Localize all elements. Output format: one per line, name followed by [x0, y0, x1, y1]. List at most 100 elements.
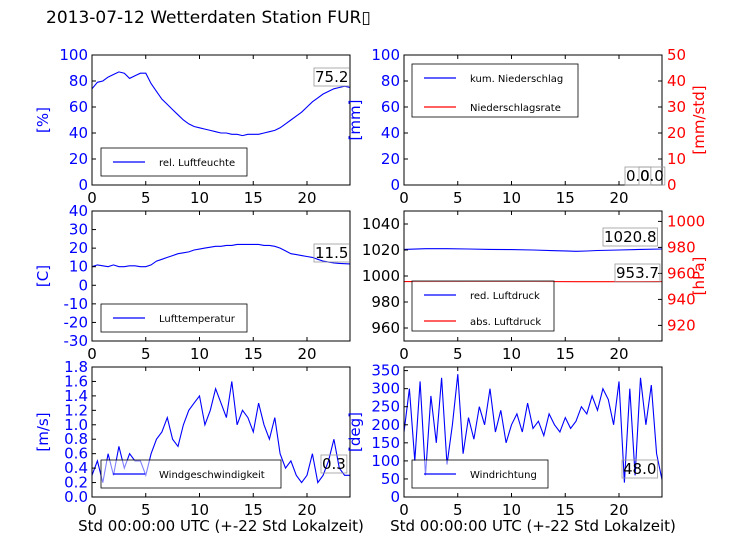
pressure-legend-label: abs. Luftdruck: [470, 317, 541, 328]
wind_speed-ylabel: [m/s]: [34, 412, 52, 451]
precipitation-legend-box: [411, 63, 579, 118]
wind_speed-ytick-label: 0.6: [64, 445, 88, 463]
temperature-xtick-label: 15: [244, 345, 263, 363]
wind_speed-xtick-label: 0: [87, 501, 97, 519]
pressure-xtick-label: 15: [556, 345, 575, 363]
humidity-ytick-label: 20: [69, 150, 88, 168]
humidity-ytick-label: 100: [59, 46, 88, 64]
figure-title: 2013-07-12 Wetterdaten Station FUR▯: [46, 8, 371, 28]
temperature-xtick-label: 10: [190, 345, 209, 363]
precipitation-xtick-label: 20: [609, 189, 628, 207]
humidity-ytick-label: 40: [69, 124, 88, 142]
pressure-legend-label: red. Luftdruck: [470, 291, 540, 302]
precipitation-y2tick-label: 10: [667, 150, 686, 168]
wind_speed-ytick-label: 0.4: [64, 459, 88, 477]
wind_speed-ytick-label: 1.6: [64, 372, 88, 390]
precipitation-current-value-2: 0.0: [640, 167, 664, 185]
precipitation-y2label: [mm/std]: [690, 85, 708, 154]
humidity-xtick-label: 5: [141, 189, 151, 207]
pressure-current-value-box: [602, 227, 658, 247]
wind_direction-plot-frame: [403, 366, 663, 498]
temperature-legend-box: [100, 303, 248, 333]
wind_direction-ytick-label: 350: [371, 362, 400, 380]
wind_speed-ytick-label: 1.4: [64, 387, 88, 405]
wind_speed-ytick-label: 0.2: [64, 474, 88, 492]
precipitation-xtick-label: 15: [556, 189, 575, 207]
pressure-ytick-label: 1040: [362, 215, 400, 233]
temperature-ytick-label: 20: [69, 239, 88, 257]
humidity-ytick-label: 80: [69, 72, 88, 90]
precipitation-y2tick-label: 30: [667, 98, 686, 116]
precipitation-ytick-label: 0: [390, 176, 400, 194]
pressure-xtick-label: 0: [399, 345, 409, 363]
precipitation-legend-label: Niederschlagsrate: [470, 103, 561, 114]
precipitation-ytick-label: 60: [381, 98, 400, 116]
wind_direction-xtick-label: 10: [502, 501, 521, 519]
wind_speed-xtick-label: 10: [190, 501, 209, 519]
precipitation-ytick-label: 40: [381, 124, 400, 142]
pressure-xtick-label: 10: [502, 345, 521, 363]
wind_speed-xtick-label: 15: [244, 501, 263, 519]
pressure-y2label: [hPa]: [690, 257, 708, 296]
temperature-ytick-label: -10: [64, 295, 89, 313]
pressure-y2tick-label: 1000: [667, 212, 705, 230]
wind_speed-ytick-label: 1.0: [64, 416, 88, 434]
precipitation-ylabel: [mm]: [346, 100, 364, 141]
wind_direction-xtick-label: 15: [556, 501, 575, 519]
precipitation-y2tick-label: 0: [667, 176, 677, 194]
wind_direction-xtick-label: 20: [609, 501, 628, 519]
humidity-ylabel: [%]: [34, 107, 52, 133]
precipitation-current-value-box: [624, 166, 652, 186]
precipitation-current-value-box: [638, 166, 666, 186]
humidity-ytick-label: 0: [78, 176, 88, 194]
temperature-legend-label: Lufttemperatur: [159, 314, 236, 325]
temperature-ylabel: [C]: [34, 265, 52, 287]
precipitation-legend-label: kum. Niederschlag: [470, 74, 563, 85]
temperature-ytick-label: 40: [69, 202, 88, 220]
temperature-ytick-label: 30: [69, 221, 88, 239]
temperature-ytick-label: 10: [69, 258, 88, 276]
precipitation-xtick-label: 5: [453, 189, 463, 207]
wind_speed-xtick-label: 20: [297, 501, 316, 519]
pressure-ytick-label: 1020: [362, 241, 400, 259]
pressure-ytick-label: 980: [371, 293, 400, 311]
temperature-current-value-box: [313, 243, 350, 263]
pressure-y2tick-label: 940: [667, 290, 696, 308]
humidity-xtick-label: 0: [87, 189, 97, 207]
humidity-current-value: 75.2: [315, 68, 348, 86]
precipitation-current-value: 0.0: [626, 167, 650, 185]
pressure-ytick-label: 960: [371, 319, 400, 337]
wind_direction-ytick-label: 250: [371, 398, 400, 416]
precipitation-y2tick-label: 40: [667, 72, 686, 90]
pressure-legend-box: [411, 280, 555, 332]
wind_direction-ylabel: [deg]: [346, 412, 364, 452]
precipitation-ytick-label: 100: [371, 46, 400, 64]
humidity-series-0-line: [91, 71, 351, 137]
xlabel-left: Std 00:00:00 UTC (+-22 Std Lokalzeit): [78, 517, 364, 535]
temperature-ytick-label: -20: [64, 313, 89, 331]
wind_direction-current-value-box: [621, 459, 658, 479]
wind_speed-current-value-box: [320, 454, 348, 474]
temperature-series-0-line: [91, 243, 351, 268]
humidity-xtick-label: 10: [190, 189, 209, 207]
wind_speed-legend-label: Windgeschwindigkeit: [159, 470, 265, 481]
pressure-current-value: 1020.8: [604, 228, 657, 246]
temperature-plot-frame: [91, 210, 351, 342]
pressure-current-value-2: 953.7: [616, 264, 659, 282]
temperature-xtick-label: 0: [87, 345, 97, 363]
pressure-y2tick-label: 920: [667, 316, 696, 334]
pressure-current-value-box: [614, 263, 661, 283]
pressure-ytick-label: 1000: [362, 267, 400, 285]
temperature-ytick-label: 0: [78, 276, 88, 294]
wind_direction-ytick-label: 100: [371, 452, 400, 470]
humidity-legend-label: rel. Luftfeuchte: [159, 158, 235, 169]
humidity-xtick-label: 20: [297, 189, 316, 207]
temperature-xtick-label: 20: [297, 345, 316, 363]
precipitation-plot-frame: [403, 54, 663, 186]
pressure-y2tick-label: 960: [667, 264, 696, 282]
humidity-current-value-box: [313, 67, 350, 87]
humidity-plot-frame: [91, 54, 351, 186]
wind_direction-current-value: 48.0: [623, 460, 656, 478]
wind_direction-ytick-label: 300: [371, 380, 400, 398]
